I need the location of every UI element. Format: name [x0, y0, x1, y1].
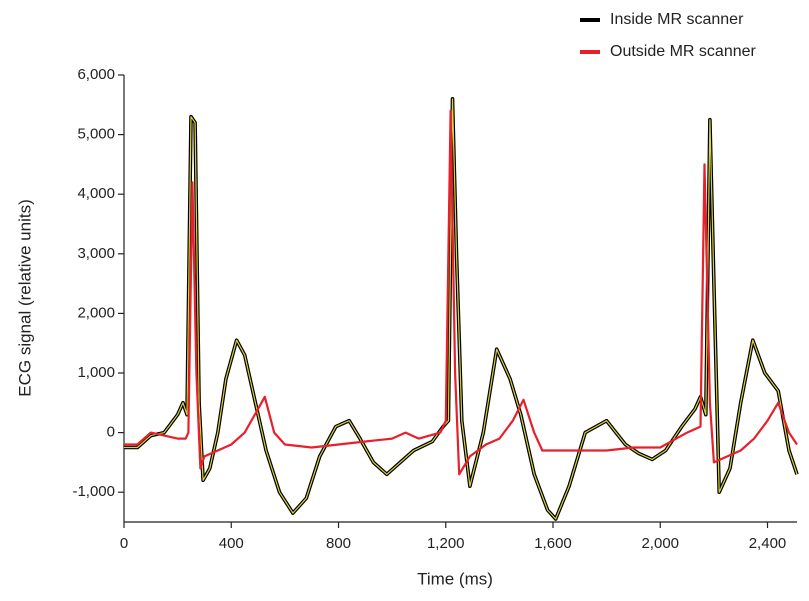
y-tick-label: 2,000	[77, 304, 115, 321]
x-tick-label: 400	[219, 535, 244, 552]
x-tick-label: 1,600	[534, 535, 572, 552]
series-line	[124, 109, 798, 476]
series-line-highlight	[124, 98, 798, 520]
legend-label: Inside MR scanner	[610, 11, 744, 28]
y-tick-label: 0	[107, 424, 115, 441]
y-axis-title: ECG signal (relative units)	[15, 199, 34, 396]
x-tick-label: 1,200	[427, 535, 465, 552]
y-tick-label: -1,000	[72, 483, 115, 500]
x-tick-label: 0	[120, 535, 128, 552]
x-axis-title: Time (ms)	[417, 569, 493, 588]
y-tick-label: 1,000	[77, 364, 115, 381]
x-tick-label: 2,400	[749, 535, 787, 552]
y-tick-label: 4,000	[77, 185, 115, 202]
y-tick-label: 5,000	[77, 126, 115, 143]
y-tick-label: 6,000	[77, 66, 115, 83]
y-tick-label: 3,000	[77, 245, 115, 262]
series-line	[124, 97, 799, 521]
x-tick-label: 800	[326, 535, 351, 552]
legend-label: Outside MR scanner	[610, 43, 757, 60]
x-tick-label: 2,000	[641, 535, 679, 552]
